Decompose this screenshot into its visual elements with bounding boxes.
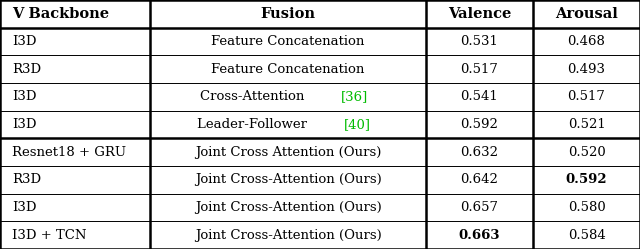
Text: 0.468: 0.468	[568, 35, 605, 48]
Text: I3D + TCN: I3D + TCN	[12, 229, 86, 242]
Text: [36]: [36]	[340, 90, 368, 103]
Text: Feature Concatenation: Feature Concatenation	[211, 63, 365, 76]
Text: Leader-Follower: Leader-Follower	[197, 118, 311, 131]
Text: 0.541: 0.541	[461, 90, 498, 103]
Text: Joint Cross Attention (Ours): Joint Cross Attention (Ours)	[195, 146, 381, 159]
Text: 0.584: 0.584	[568, 229, 605, 242]
Text: 0.493: 0.493	[568, 63, 605, 76]
Text: 0.592: 0.592	[460, 118, 499, 131]
Text: 0.517: 0.517	[568, 90, 605, 103]
Text: 0.657: 0.657	[460, 201, 499, 214]
Text: Cross-Attention: Cross-Attention	[200, 90, 309, 103]
Text: Fusion: Fusion	[260, 7, 316, 21]
Text: 0.663: 0.663	[459, 229, 500, 242]
Text: Joint Cross-Attention (Ours): Joint Cross-Attention (Ours)	[195, 229, 381, 242]
Text: I3D: I3D	[12, 118, 36, 131]
Text: [40]: [40]	[344, 118, 371, 131]
Text: 0.521: 0.521	[568, 118, 605, 131]
Text: 0.517: 0.517	[460, 63, 499, 76]
Text: Arousal: Arousal	[555, 7, 618, 21]
Text: R3D: R3D	[12, 173, 41, 186]
Text: I3D: I3D	[12, 35, 36, 48]
Text: 0.642: 0.642	[460, 173, 499, 186]
Text: I3D: I3D	[12, 90, 36, 103]
Text: 0.592: 0.592	[566, 173, 607, 186]
Text: Resnet18 + GRU: Resnet18 + GRU	[12, 146, 126, 159]
Text: Joint Cross-Attention (Ours): Joint Cross-Attention (Ours)	[195, 201, 381, 214]
Text: 0.632: 0.632	[460, 146, 499, 159]
Text: 0.580: 0.580	[568, 201, 605, 214]
Text: Valence: Valence	[447, 7, 511, 21]
Text: I3D: I3D	[12, 201, 36, 214]
Text: V Backbone: V Backbone	[12, 7, 109, 21]
Text: Joint Cross-Attention (Ours): Joint Cross-Attention (Ours)	[195, 173, 381, 186]
Text: 0.531: 0.531	[460, 35, 499, 48]
Text: R3D: R3D	[12, 63, 41, 76]
Text: 0.520: 0.520	[568, 146, 605, 159]
Text: Feature Concatenation: Feature Concatenation	[211, 35, 365, 48]
